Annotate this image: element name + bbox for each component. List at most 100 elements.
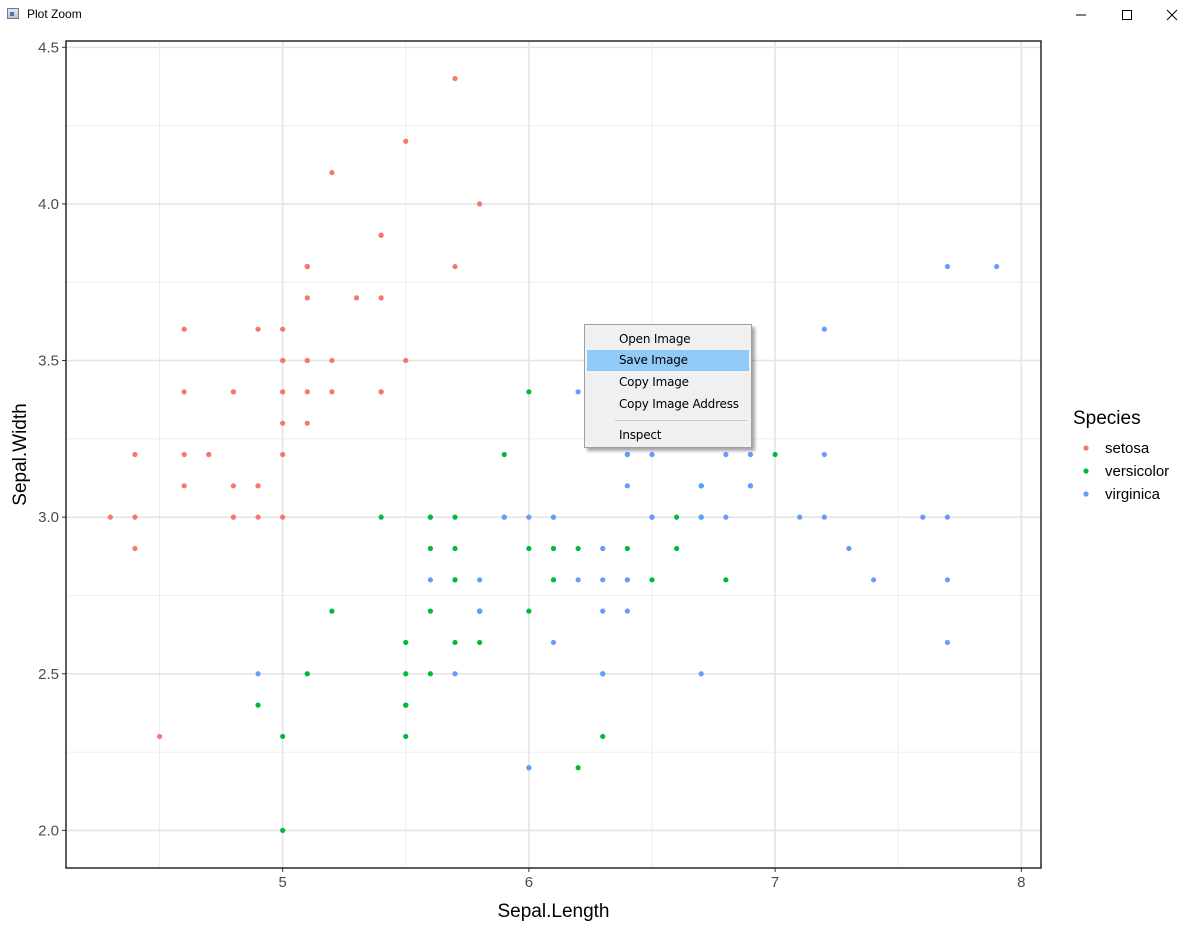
point-setosa xyxy=(280,514,286,520)
point-virginica xyxy=(600,671,606,677)
point-versicolor xyxy=(452,639,458,646)
point-setosa xyxy=(156,733,163,740)
point-versicolor xyxy=(723,577,729,583)
point-virginica xyxy=(944,577,951,583)
point-versicolor xyxy=(427,671,433,677)
x-tick-label: 7 xyxy=(771,874,779,891)
point-setosa xyxy=(304,357,310,364)
point-versicolor xyxy=(427,608,433,614)
point-versicolor xyxy=(674,545,680,552)
menu-separator xyxy=(615,420,747,421)
menu-item-open-image[interactable]: Open Image xyxy=(619,332,691,346)
point-setosa xyxy=(403,357,409,364)
point-versicolor xyxy=(452,514,458,520)
point-setosa xyxy=(280,326,286,332)
point-versicolor xyxy=(280,827,286,834)
point-versicolor xyxy=(280,733,286,740)
point-virginica xyxy=(526,765,532,771)
point-virginica xyxy=(526,514,532,520)
point-virginica xyxy=(649,514,655,520)
point-setosa xyxy=(181,389,187,395)
legend-label-virginica: virginica xyxy=(1105,486,1161,503)
point-versicolor xyxy=(526,608,532,614)
x-tick-label: 5 xyxy=(278,874,286,891)
menu-item-copy-image-address[interactable]: Copy Image Address xyxy=(619,397,739,411)
point-versicolor xyxy=(575,765,581,771)
point-versicolor xyxy=(600,733,606,740)
point-setosa xyxy=(477,201,483,207)
maximize-icon xyxy=(1122,10,1132,20)
close-icon xyxy=(1166,9,1178,21)
point-versicolor xyxy=(427,514,433,520)
point-virginica xyxy=(575,577,581,583)
point-virginica xyxy=(944,514,951,520)
point-virginica xyxy=(698,483,704,489)
close-button[interactable] xyxy=(1149,0,1195,30)
point-virginica xyxy=(797,514,803,520)
point-versicolor xyxy=(304,671,310,677)
point-versicolor xyxy=(403,671,409,677)
point-setosa xyxy=(280,451,286,458)
x-axis-label: Sepal.Length xyxy=(498,901,610,922)
minimize-button[interactable] xyxy=(1058,0,1104,30)
plot-window-icon xyxy=(7,8,19,19)
point-virginica xyxy=(698,671,704,677)
y-tick-label: 2.0 xyxy=(38,822,59,839)
point-virginica xyxy=(477,608,483,614)
point-setosa xyxy=(280,389,286,395)
point-setosa xyxy=(255,326,261,332)
legend-label-versicolor: versicolor xyxy=(1105,463,1169,480)
legend-key-virginica xyxy=(1083,491,1089,497)
point-versicolor xyxy=(477,639,483,646)
point-setosa xyxy=(329,389,335,395)
point-versicolor xyxy=(649,577,655,583)
point-versicolor xyxy=(403,702,409,708)
menu-item-inspect[interactable]: Inspect xyxy=(619,428,662,442)
point-setosa xyxy=(230,483,237,489)
point-setosa xyxy=(403,138,409,144)
point-versicolor xyxy=(452,577,458,583)
point-versicolor xyxy=(624,545,630,552)
legend-key-setosa xyxy=(1083,445,1089,451)
point-versicolor xyxy=(403,733,409,740)
plot-border xyxy=(65,40,1042,869)
x-tick-label: 8 xyxy=(1017,874,1025,891)
point-virginica xyxy=(944,639,951,646)
context-menu: Open Image Save Image Copy Image Copy Im… xyxy=(584,324,752,448)
point-virginica xyxy=(846,545,852,552)
point-setosa xyxy=(132,514,138,520)
point-virginica xyxy=(575,389,581,395)
legend-key-versicolor xyxy=(1083,468,1089,474)
point-setosa xyxy=(329,169,335,176)
point-virginica xyxy=(624,577,630,583)
point-setosa xyxy=(329,357,335,364)
menu-item-copy-image[interactable]: Copy Image xyxy=(619,375,689,389)
point-versicolor xyxy=(575,545,581,552)
point-virginica xyxy=(550,639,557,646)
point-versicolor xyxy=(501,451,507,458)
y-tick-label: 4.0 xyxy=(38,196,59,213)
y-tick-label: 3.0 xyxy=(38,509,59,526)
window-title: Plot Zoom xyxy=(27,7,82,21)
point-virginica xyxy=(624,608,630,614)
point-virginica xyxy=(747,451,754,458)
point-setosa xyxy=(378,232,384,238)
maximize-button[interactable] xyxy=(1104,0,1150,30)
menu-item-save-image[interactable]: Save Image xyxy=(587,350,749,371)
point-versicolor xyxy=(403,639,409,646)
y-tick-label: 3.5 xyxy=(38,353,59,370)
point-setosa xyxy=(181,451,187,458)
point-virginica xyxy=(994,263,1000,270)
point-versicolor xyxy=(255,702,261,708)
point-virginica xyxy=(501,514,507,520)
point-virginica xyxy=(600,608,606,614)
point-virginica xyxy=(821,326,827,332)
point-setosa xyxy=(304,420,310,426)
point-virginica xyxy=(944,263,951,270)
legend-label-setosa: setosa xyxy=(1105,440,1150,457)
minimize-icon xyxy=(1076,14,1086,16)
y-tick-label: 4.5 xyxy=(38,39,59,56)
point-virginica xyxy=(649,451,655,458)
point-versicolor xyxy=(329,608,335,614)
point-setosa xyxy=(378,389,384,395)
